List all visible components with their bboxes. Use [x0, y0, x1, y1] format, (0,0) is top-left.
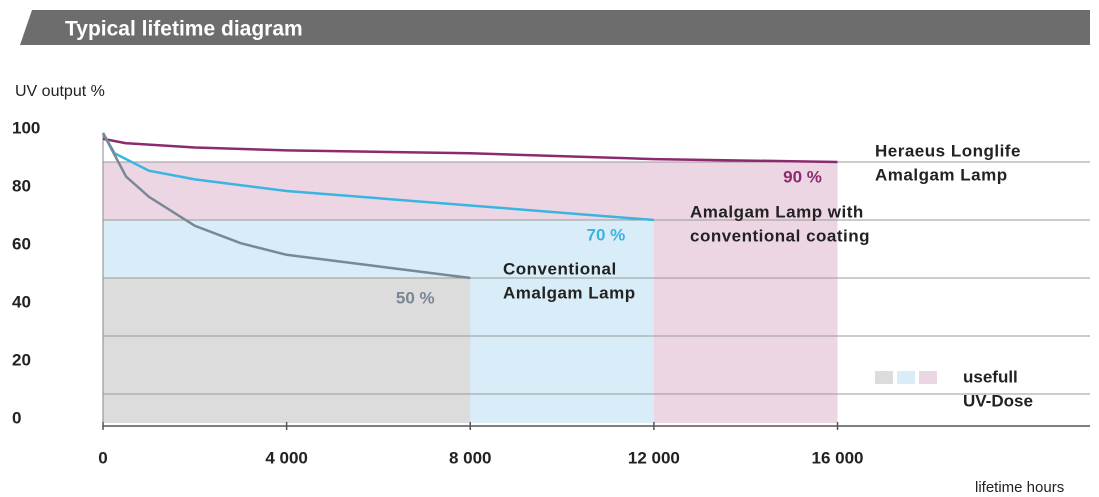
series-name: Amalgam Lamp with	[690, 202, 864, 221]
end-label: 90 %	[783, 167, 822, 186]
y-axis-label: UV output %	[15, 83, 105, 100]
legend-label: UV-Dose	[963, 391, 1033, 410]
y-tick-label: 100	[12, 118, 40, 137]
legend-swatch	[875, 371, 893, 384]
series-line	[101, 132, 471, 280]
series-name: Conventional	[503, 259, 617, 278]
title-banner	[20, 10, 1090, 45]
y-tick-label: 0	[12, 408, 21, 427]
x-tick-label: 0	[98, 448, 107, 467]
series-name: conventional coating	[690, 226, 870, 245]
legend-label: usefull	[963, 367, 1018, 386]
end-label: 50 %	[396, 288, 435, 307]
x-tick-label: 4 000	[265, 448, 308, 467]
end-label: 70 %	[587, 225, 626, 244]
x-tick-label: 16 000	[812, 448, 864, 467]
chart-title: Typical lifetime diagram	[65, 18, 303, 41]
y-tick-label: 80	[12, 176, 31, 195]
series-line	[102, 137, 838, 164]
y-tick-label: 60	[12, 234, 31, 253]
legend-swatch	[897, 371, 915, 384]
series-name: Heraeus Longlife	[875, 141, 1021, 160]
x-tick-label: 8 000	[449, 448, 492, 467]
series-name: Amalgam Lamp	[503, 283, 636, 302]
legend-swatch	[919, 371, 937, 384]
x-axis-label: lifetime hours	[975, 479, 1064, 496]
series-name: Amalgam Lamp	[875, 165, 1008, 184]
y-tick-label: 40	[12, 292, 31, 311]
y-tick-label: 20	[12, 350, 31, 369]
x-tick-label: 12 000	[628, 448, 680, 467]
dose-area	[103, 278, 471, 423]
